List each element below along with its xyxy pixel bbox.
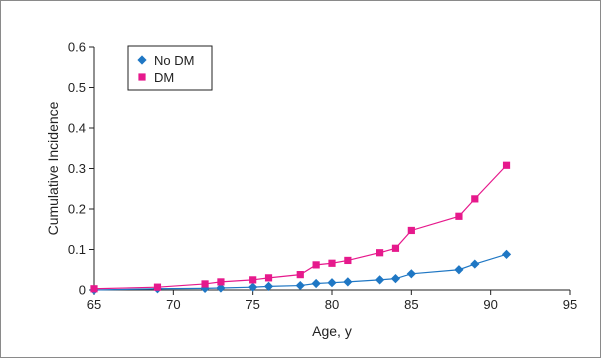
data-point-no-dm bbox=[501, 249, 512, 259]
data-point-no-dm bbox=[390, 274, 401, 284]
data-point-dm bbox=[455, 212, 463, 220]
data-point-dm bbox=[344, 256, 352, 265]
y-tick-label: 0 bbox=[79, 283, 86, 298]
data-point-no-dm bbox=[375, 275, 385, 285]
data-point-dm bbox=[201, 280, 209, 288]
y-tick-label: 0.1 bbox=[68, 242, 86, 257]
y-tick-label: 0.6 bbox=[68, 40, 86, 55]
data-point-dm bbox=[407, 226, 415, 235]
data-point-dm bbox=[249, 276, 257, 284]
y-tick-label: 0.5 bbox=[68, 80, 86, 95]
data-point-no-dm bbox=[406, 269, 416, 279]
x-tick-label: 65 bbox=[87, 297, 101, 312]
data-point-dm bbox=[328, 259, 336, 267]
data-point-no-dm bbox=[263, 281, 274, 291]
data-point-dm bbox=[217, 278, 225, 286]
data-point-dm bbox=[153, 283, 162, 291]
legend-label-dm: DM bbox=[154, 70, 174, 85]
data-point-dm bbox=[391, 244, 400, 252]
series-dm bbox=[90, 161, 511, 293]
data-point-no-dm bbox=[311, 278, 321, 289]
legend-box bbox=[127, 45, 213, 91]
series-line-dm bbox=[93, 164, 507, 290]
data-point-no-dm bbox=[295, 280, 305, 291]
data-point-dm bbox=[264, 274, 273, 282]
data-point-dm bbox=[502, 161, 511, 169]
legend-marker-dm bbox=[138, 73, 146, 81]
y-tick-label: 0.2 bbox=[68, 202, 86, 217]
x-tick-label: 80 bbox=[325, 297, 339, 312]
x-tick-label: 75 bbox=[245, 297, 259, 312]
series-layer bbox=[89, 161, 512, 295]
data-point-dm bbox=[376, 249, 384, 257]
data-point-dm bbox=[312, 261, 320, 269]
axes: 65 70 75 80 85 90 95 0 0.1 0.2 0.3 0.4 0.5 0.6 Age, y C… bbox=[45, 40, 577, 340]
x-tick-label: 95 bbox=[563, 297, 577, 312]
x-tick-label: 70 bbox=[166, 297, 180, 312]
y-tick-label: 0.3 bbox=[68, 161, 86, 176]
data-point-no-dm bbox=[454, 265, 464, 275]
data-point-no-dm bbox=[343, 277, 353, 287]
data-point-no-dm bbox=[216, 283, 226, 293]
x-tick-label: 85 bbox=[404, 297, 418, 312]
legend: No DM DM bbox=[127, 45, 213, 91]
data-point-no-dm bbox=[470, 259, 480, 269]
y-axis-label: Cumulative Incidence bbox=[45, 101, 61, 235]
x-axis-label: Age, y bbox=[312, 323, 352, 339]
legend-marker-no-dm bbox=[137, 55, 147, 65]
data-point-no-dm bbox=[248, 282, 258, 292]
series-line-no-dm bbox=[93, 253, 507, 291]
data-point-no-dm bbox=[327, 278, 337, 288]
data-point-dm bbox=[90, 285, 98, 293]
legend-label-no-dm: No DM bbox=[154, 53, 194, 68]
data-point-dm bbox=[296, 271, 304, 279]
data-point-dm bbox=[471, 195, 479, 203]
y-tick-label: 0.4 bbox=[68, 121, 86, 136]
x-tick-label: 90 bbox=[483, 297, 497, 312]
